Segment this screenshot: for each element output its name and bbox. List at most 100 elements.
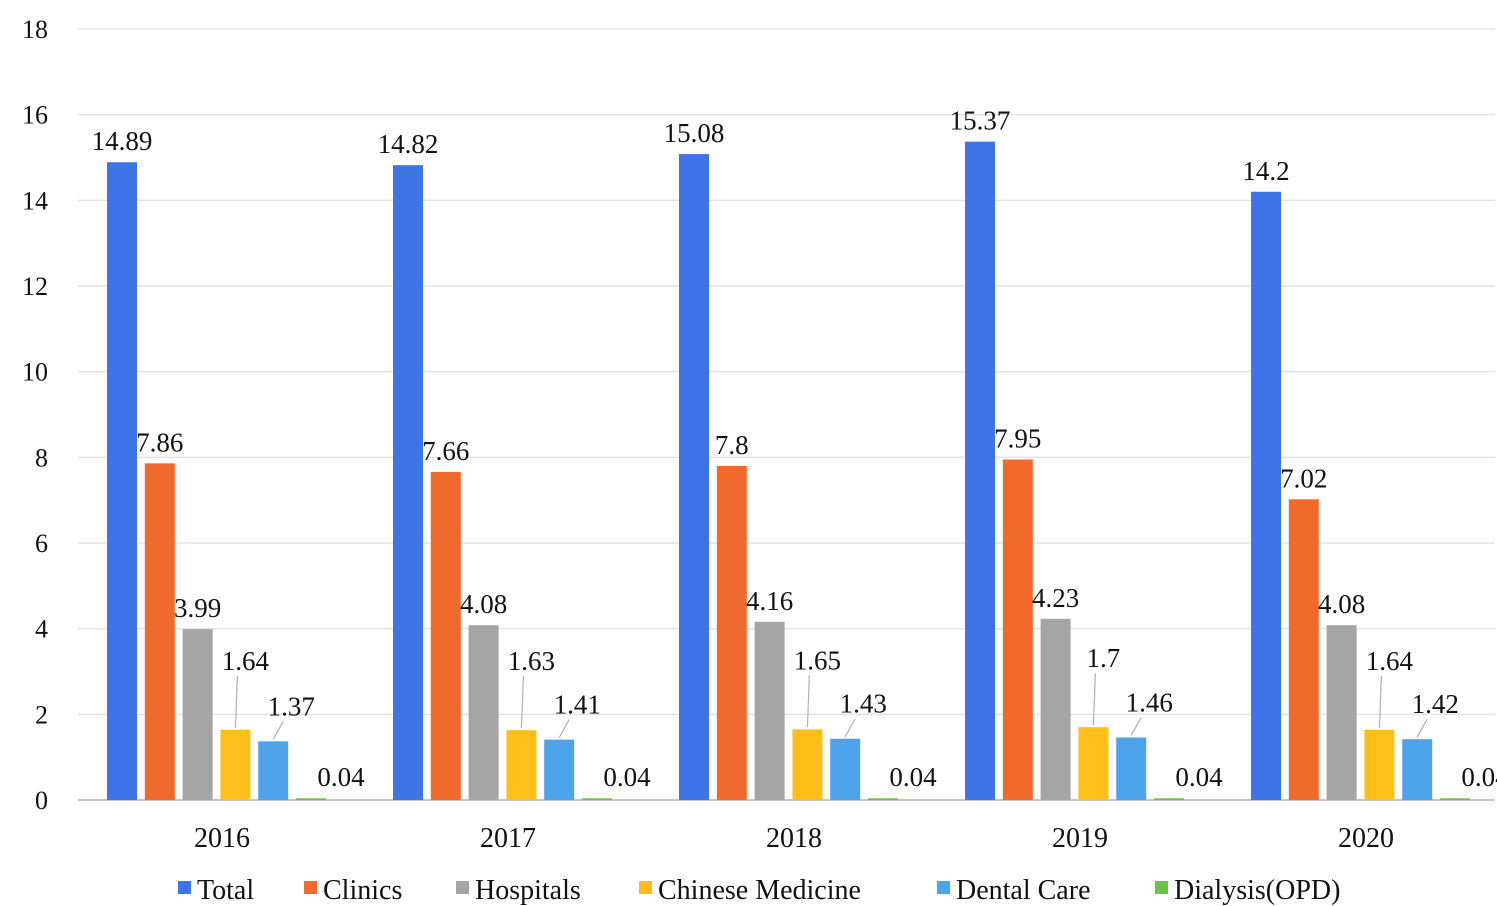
bar-dental-care-2017 [544,739,575,800]
data-label: 7.8 [715,430,749,460]
y-tick-label: 16 [22,101,48,130]
data-label: 0.04 [889,762,937,792]
bar-total-2020 [1251,191,1281,800]
x-tick-label: 2018 [766,823,822,854]
data-label: 1.42 [1412,689,1459,719]
bar-hospitals-2019 [1040,618,1071,800]
leader-line [234,675,238,728]
leader-line [1092,673,1096,726]
leader-line [844,718,856,738]
bar-chinese-medicine-2019 [1078,727,1109,800]
y-tick-label: 0 [35,786,48,815]
bar-hospitals-2016 [182,629,213,800]
legend-swatch [639,881,652,894]
legend-label: Hospitals [475,875,581,906]
bar-clinics-2019 [1002,459,1033,800]
x-tick-label: 2017 [480,823,536,854]
legend-label: Clinics [323,875,402,906]
data-label: 14.89 [92,126,153,156]
leader-line [806,675,810,728]
legend-swatch [178,881,191,894]
bar-hospitals-2020 [1326,625,1357,800]
data-label: 1.43 [840,689,887,719]
data-label: 4.23 [1032,583,1079,613]
data-label: 0.04 [1175,762,1223,792]
legend: Total Clinics Hospitals Chinese Medicine Den… [178,875,1340,906]
bar-total-2016 [107,162,137,800]
data-labels: 14.897.863.991.641.370.0414.827.664.081.… [92,106,1497,792]
bar-dental-care-2020 [1402,739,1433,800]
bar-dialysis-opd--2019 [1154,798,1184,800]
y-tick-label: 18 [22,15,48,44]
data-label: 4.16 [746,586,793,616]
bar-total-2017 [393,165,423,800]
bar-dental-care-2019 [1116,737,1147,800]
bar-chinese-medicine-2016 [220,729,251,800]
x-tick-label: 2019 [1052,823,1108,854]
data-label: 15.37 [950,106,1011,136]
legend-swatch [304,881,317,894]
data-label: 0.04 [603,762,651,792]
data-label: 14.2 [1242,156,1289,186]
data-label: 0.04 [317,762,365,792]
bar-clinics-2018 [716,465,747,800]
bar-dental-care-2018 [830,738,861,800]
data-label: 1.7 [1087,643,1121,673]
leader-line [520,676,524,729]
bar-total-2019 [965,141,995,800]
bar-dialysis-opd--2018 [868,798,898,800]
data-label: 7.66 [422,436,469,466]
bar-clinics-2016 [144,463,175,800]
bar-hospitals-2018 [754,621,785,800]
data-label: 4.08 [1318,589,1365,619]
legend-swatch [1155,881,1168,894]
y-tick-label: 12 [22,272,48,301]
leader-line [272,721,284,740]
bar-dental-care-2016 [258,741,289,800]
bar-hospitals-2017 [468,625,499,800]
bar-chinese-medicine-2018 [792,729,823,800]
y-tick-label: 6 [35,529,48,558]
legend-swatch [937,881,950,894]
bar-chinese-medicine-2017 [506,730,537,800]
y-tick-label: 4 [35,615,48,644]
leader-line [1130,717,1142,736]
data-label: 1.63 [508,646,555,676]
data-label: 1.64 [222,646,270,676]
leader-lines [234,673,1428,740]
y-tick-label: 8 [35,443,48,472]
data-label: 15.08 [664,118,725,148]
data-label: 1.46 [1126,687,1173,717]
bars [107,141,1470,800]
data-label: 1.41 [554,690,601,720]
data-label: 7.86 [136,427,183,457]
data-label: 7.95 [994,423,1041,453]
y-axis: 0 2 4 6 8 10 12 14 16 18 [22,15,48,815]
data-label: 4.08 [460,589,507,619]
data-label: 7.02 [1280,463,1327,493]
bar-dialysis-opd--2016 [296,798,326,800]
legend-label: Chinese Medicine [658,875,861,906]
data-label: 3.99 [174,593,221,623]
legend-label: Total [197,875,254,906]
bar-clinics-2017 [430,471,461,800]
legend-label: Dialysis(OPD) [1174,875,1340,906]
legend-swatch [456,881,469,894]
x-tick-label: 2020 [1338,823,1394,854]
data-label: 14.82 [378,129,439,159]
x-axis: 2016 2017 2018 2019 2020 [194,823,1394,854]
x-tick-label: 2016 [194,823,250,854]
y-tick-label: 14 [22,186,48,215]
data-label: 1.37 [268,691,315,721]
leader-line [1416,718,1428,738]
bar-dialysis-opd--2017 [582,798,612,800]
leader-line [1378,675,1382,728]
bar-dialysis-opd--2020 [1440,798,1470,800]
gridlines [78,28,1495,801]
data-label: 0.04 [1461,762,1497,792]
y-tick-label: 10 [22,358,48,387]
y-tick-label: 2 [35,700,48,729]
legend-label: Dental Care [956,875,1091,906]
data-label: 1.65 [794,645,841,675]
